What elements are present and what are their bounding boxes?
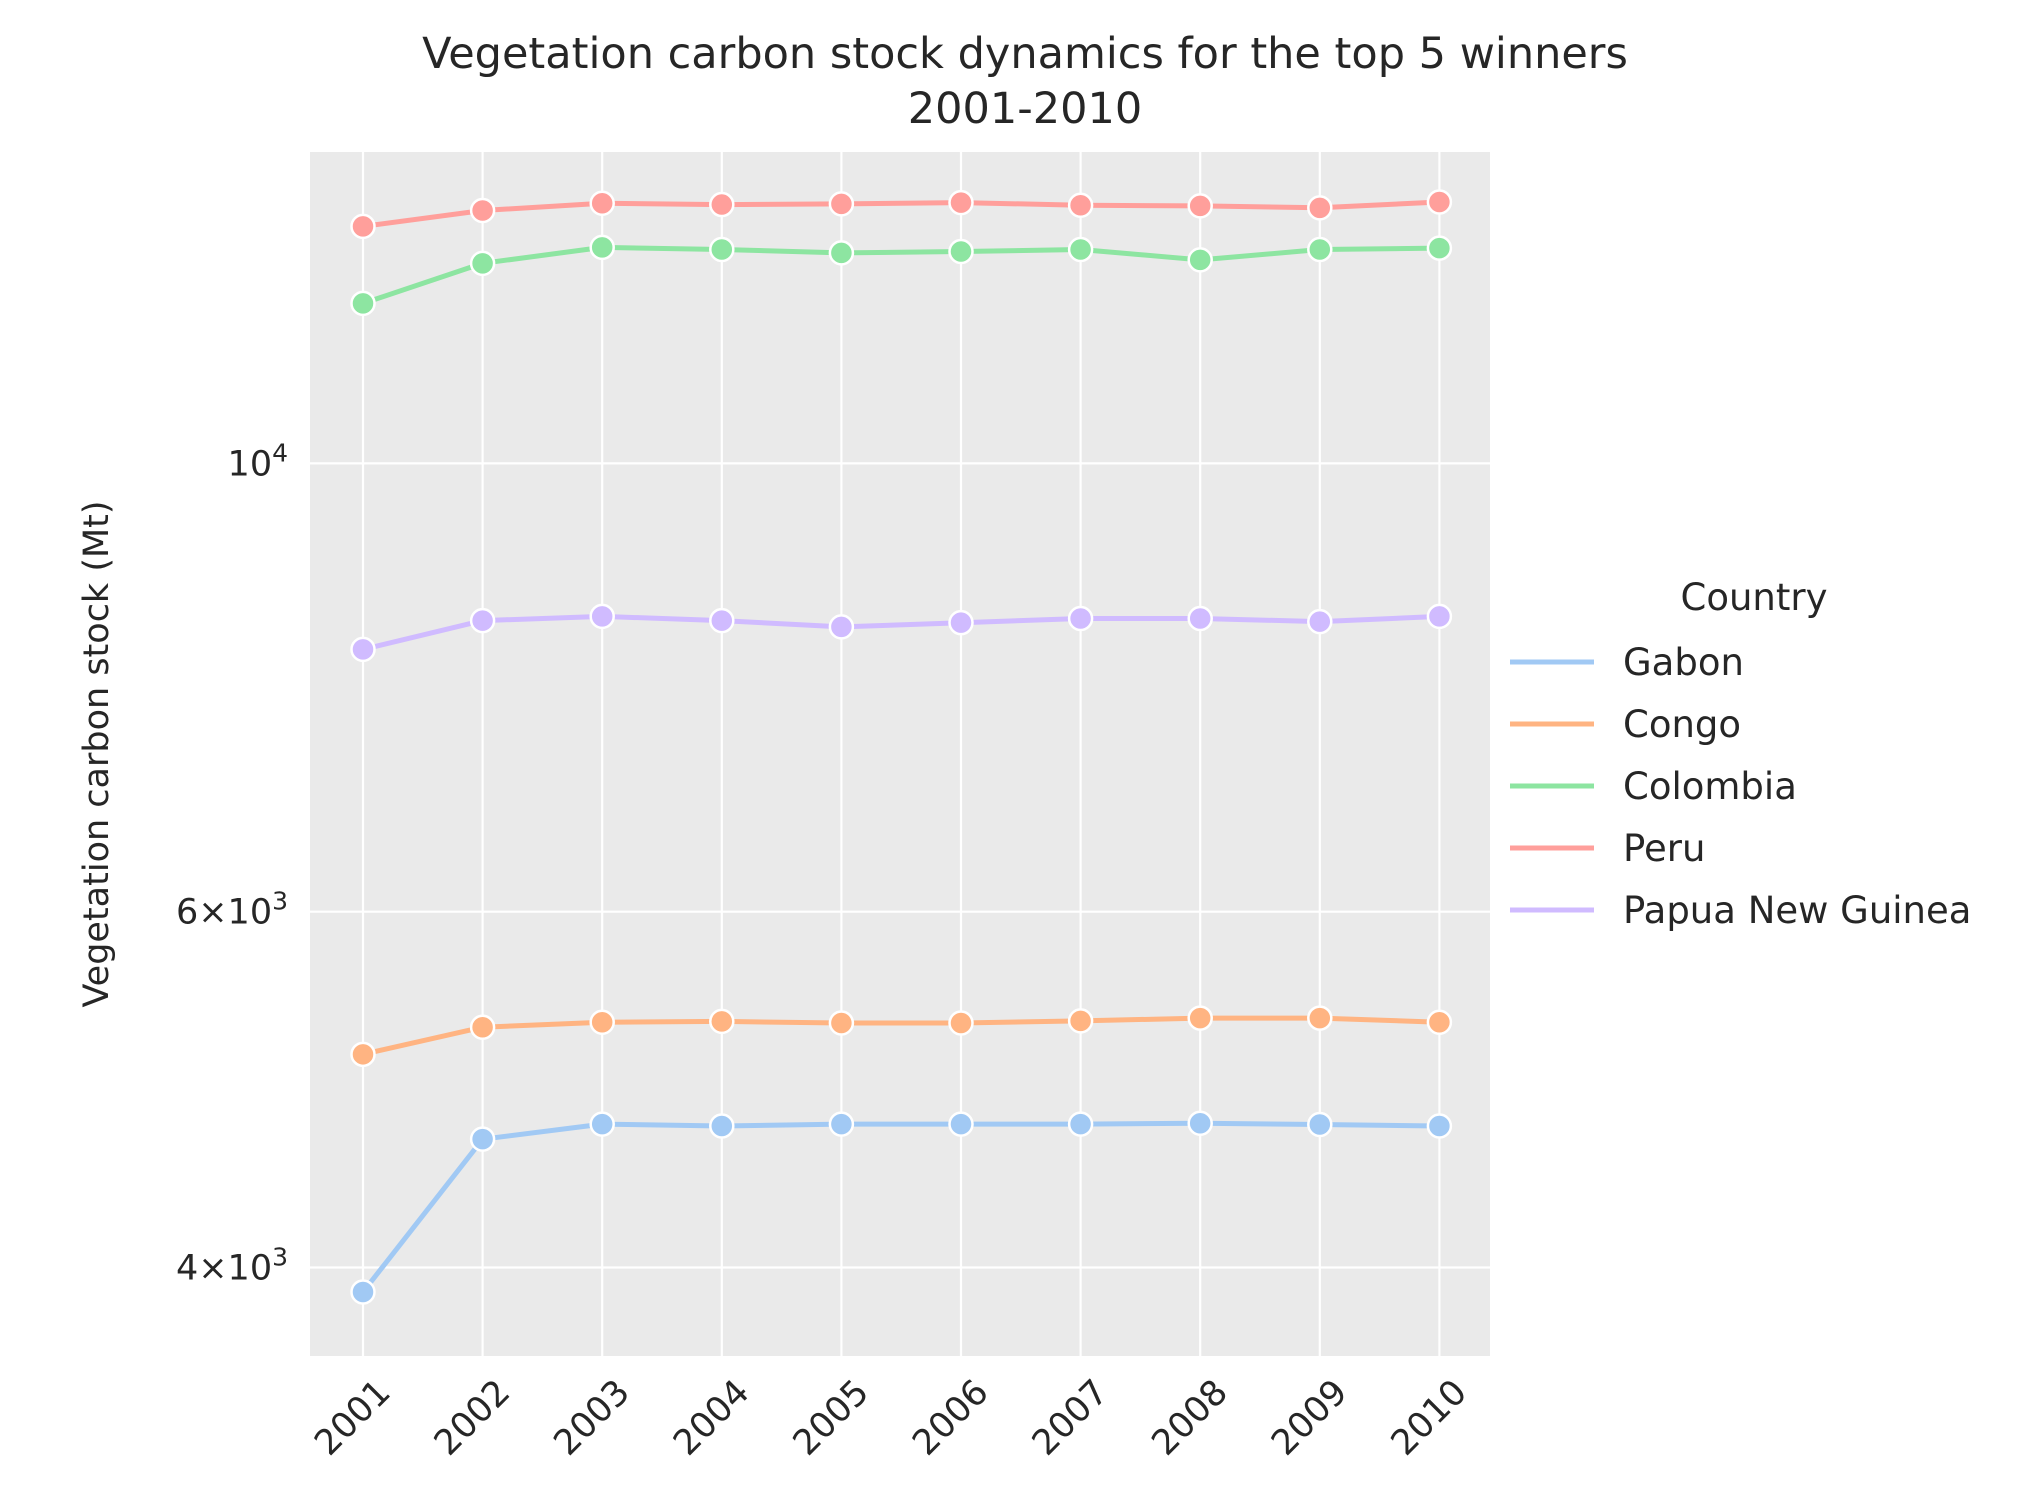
data-point (350, 1041, 376, 1068)
data-point (828, 240, 855, 266)
data-point (1187, 1110, 1213, 1136)
y-tick-label: 6×103 (176, 887, 288, 933)
data-point (709, 236, 735, 263)
data-point (1426, 1009, 1453, 1035)
y-axis-ticks: 4×103 6×103 104 (176, 438, 288, 1288)
legend-title: Country (1681, 576, 1828, 619)
data-point (1067, 192, 1094, 218)
data-point (469, 1126, 496, 1152)
x-tick-label: 2007 (1025, 1372, 1116, 1463)
legend-item: Papua New Guinea (1510, 889, 1971, 932)
x-tick-label: 2003 (547, 1372, 638, 1463)
data-point (1307, 1111, 1333, 1138)
x-tick-label: 2005 (786, 1372, 877, 1463)
data-point (948, 609, 974, 636)
data-point (350, 213, 376, 240)
x-axis-ticks: 2001 2002 2003 2004 2005 2006 2007 2008 2009 2010 (307, 1372, 1475, 1463)
data-point (1067, 605, 1094, 632)
data-point (1067, 1008, 1094, 1034)
data-point (469, 1014, 496, 1040)
data-point (1187, 193, 1213, 219)
data-point (1307, 608, 1333, 635)
chart-title: Vegetation carbon stock dynamics for the… (422, 29, 1628, 79)
data-point (1426, 1113, 1453, 1139)
series-congo (350, 1005, 1453, 1068)
data-point (1307, 1005, 1333, 1031)
data-point (709, 1008, 735, 1035)
data-point (589, 190, 615, 217)
x-tick-label: 2006 (905, 1372, 996, 1463)
x-tick-label: 2001 (307, 1372, 398, 1463)
x-tick-label: 2010 (1384, 1372, 1475, 1463)
legend-item: Peru (1510, 827, 1705, 870)
data-point (948, 1010, 974, 1036)
data-point (948, 189, 974, 216)
legend-label: Papua New Guinea (1623, 889, 1971, 932)
data-point (709, 1113, 735, 1139)
data-point (589, 234, 615, 261)
series-line (360, 613, 1442, 652)
series-gabon (350, 1110, 1453, 1305)
data-point (589, 1009, 615, 1035)
legend-label: Peru (1623, 827, 1705, 870)
data-point (469, 197, 496, 224)
data-point (1426, 189, 1453, 215)
data-point (1426, 603, 1453, 630)
data-point (350, 290, 376, 317)
data-point (1307, 195, 1333, 221)
legend-label: Congo (1623, 703, 1741, 746)
data-point (469, 250, 496, 277)
series-line (360, 1120, 1442, 1295)
series-lines (350, 189, 1453, 1305)
data-point (1067, 236, 1094, 263)
data-point (828, 614, 855, 640)
data-point (828, 1010, 855, 1036)
data-point (350, 1279, 376, 1305)
y-tick-label: 4×103 (176, 1243, 288, 1289)
legend-label: Gabon (1623, 641, 1744, 684)
series-colombia (350, 234, 1453, 317)
data-point (469, 607, 496, 634)
series-papua-new-guinea (350, 603, 1453, 663)
data-point (1187, 605, 1213, 632)
data-point (1187, 247, 1213, 273)
data-point (589, 603, 615, 630)
legend-item: Gabon (1510, 641, 1744, 684)
series-line (360, 1015, 1442, 1057)
data-point (1067, 1111, 1094, 1137)
data-point (589, 1111, 615, 1137)
data-point (828, 1111, 855, 1137)
y-axis-label: Vegetation carbon stock (Mt) (77, 500, 117, 1007)
series-peru (350, 189, 1453, 240)
data-point (828, 191, 855, 217)
legend-items: Gabon Congo Colombia Peru Papua New Guinea (1510, 641, 1971, 932)
legend: Country Gabon Congo Colombia Peru Papua New … (1510, 576, 1971, 932)
data-point (709, 191, 735, 218)
x-tick-label: 2008 (1145, 1372, 1236, 1463)
y-tick-label: 104 (228, 438, 288, 484)
x-tick-label: 2009 (1264, 1372, 1355, 1463)
x-tick-label: 2004 (666, 1372, 757, 1463)
plot-area (310, 152, 1490, 1356)
data-point (1187, 1005, 1213, 1031)
series-line (360, 244, 1442, 306)
data-point (948, 238, 974, 265)
data-point (1426, 235, 1453, 261)
legend-item: Congo (1510, 703, 1741, 746)
data-point (1307, 236, 1333, 263)
x-tick-label: 2002 (427, 1372, 518, 1463)
data-point (350, 636, 376, 663)
grid-lines (310, 152, 1490, 1356)
data-point (709, 607, 735, 634)
series-line (360, 199, 1442, 229)
chart-subtitle: 2001-2010 (908, 84, 1142, 134)
legend-label: Colombia (1623, 765, 1797, 808)
legend-item: Colombia (1510, 765, 1797, 808)
data-point (948, 1111, 974, 1137)
